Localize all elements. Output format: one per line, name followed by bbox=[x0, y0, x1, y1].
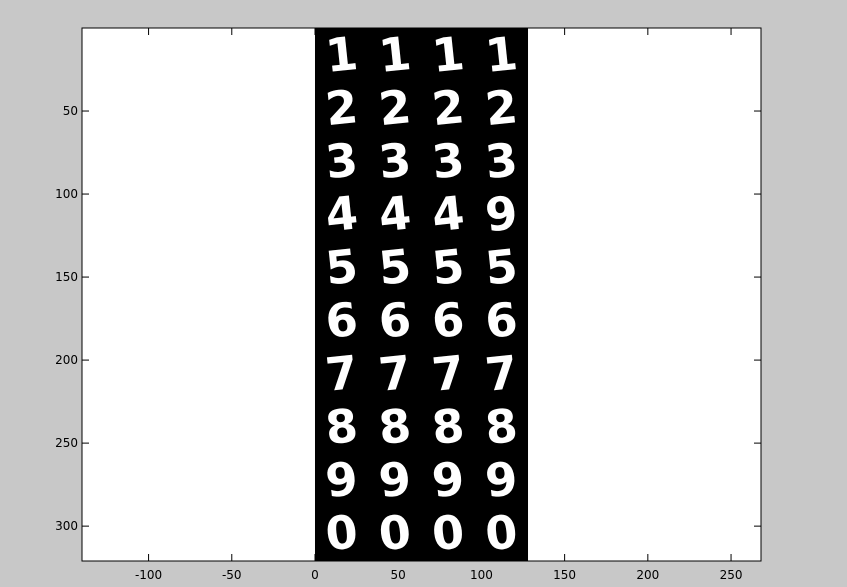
plot-axes[interactable]: 1 1 1 12 2 2 23 3 3 34 4 4 95 5 5 56 6 6 67 7 7 78 8 8 89 9 9 90 0 0 0 bbox=[81, 26, 762, 562]
digit-glyph-r0-c2: 1 bbox=[429, 26, 466, 83]
digit-glyph-r2-c2: 3 bbox=[429, 132, 466, 189]
digit-glyph-r5-c1: 6 bbox=[376, 292, 413, 349]
digit-glyph-r9-c1: 0 bbox=[376, 504, 413, 561]
digit-glyph-r8-c1: 9 bbox=[376, 451, 413, 508]
digit-glyph-r2-c3: 3 bbox=[483, 132, 520, 189]
digit-glyph-r4-c3: 5 bbox=[483, 239, 520, 296]
digit-glyph-r4-c1: 5 bbox=[376, 239, 413, 296]
y-tick-label: 100 bbox=[55, 187, 78, 201]
digit-glyph-r2-c1: 3 bbox=[376, 132, 413, 189]
image-background bbox=[314, 28, 529, 561]
digit-glyph-r4-c2: 5 bbox=[429, 239, 466, 296]
x-tick-labels: -100 -50 0 50 100 150 200 250 bbox=[135, 568, 743, 582]
digit-glyph-r4-c0: 5 bbox=[323, 239, 360, 296]
digit-glyph-r6-c1: 7 bbox=[376, 345, 413, 402]
x-tick-label: 50 bbox=[391, 568, 406, 582]
digit-glyph-r6-c3: 7 bbox=[483, 345, 520, 402]
axes-frame bbox=[81, 27, 762, 562]
digit-glyph-r9-c0: 0 bbox=[323, 504, 360, 561]
digit-glyph-r8-c3: 9 bbox=[483, 451, 520, 508]
digit-glyph-r3-c0: 4 bbox=[323, 185, 360, 242]
axis-ticks bbox=[82, 28, 761, 561]
x-tick-label: 200 bbox=[636, 568, 659, 582]
digit-glyph-r0-c3: 1 bbox=[483, 26, 520, 83]
digit-glyph-r7-c0: 8 bbox=[323, 398, 360, 455]
digit-glyph-r0-c1: 1 bbox=[376, 26, 413, 83]
y-tick-label: 50 bbox=[63, 104, 78, 118]
digit-glyph-r0-c0: 1 bbox=[323, 26, 360, 83]
digit-glyph-r3-c2: 4 bbox=[429, 185, 466, 242]
y-tick-label: 200 bbox=[55, 353, 78, 367]
x-tick-label: 100 bbox=[470, 568, 493, 582]
x-tick-label: 150 bbox=[553, 568, 576, 582]
digit-glyph-r7-c2: 8 bbox=[429, 398, 466, 455]
digit-glyph-r1-c1: 2 bbox=[376, 79, 413, 136]
digit-glyph-r2-c0: 3 bbox=[323, 132, 360, 189]
x-tick-label: 0 bbox=[311, 568, 319, 582]
x-tick-label: -50 bbox=[222, 568, 242, 582]
digit-glyph-r9-c3: 0 bbox=[483, 504, 520, 561]
x-tick-label: -100 bbox=[135, 568, 162, 582]
y-tick-labels: 50 100 150 200 250 300 bbox=[55, 104, 78, 533]
digit-glyph-r9-c2: 0 bbox=[429, 504, 466, 561]
digit-glyph-r8-c2: 9 bbox=[429, 451, 466, 508]
y-tick-label: 300 bbox=[55, 519, 78, 533]
y-tick-label: 250 bbox=[55, 436, 78, 450]
digit-glyph-r1-c0: 2 bbox=[323, 79, 360, 136]
digit-image: 1 1 1 12 2 2 23 3 3 34 4 4 95 5 5 56 6 6 67 7 7 78 8 8 89 9 9 90 0 0 0 bbox=[314, 26, 529, 561]
y-tick-label: 150 bbox=[55, 270, 78, 284]
digit-glyph-r7-c1: 8 bbox=[376, 398, 413, 455]
digit-glyph-r5-c0: 6 bbox=[323, 292, 360, 349]
digit-glyph-r3-c3: 9 bbox=[483, 185, 520, 242]
digit-glyph-r1-c2: 2 bbox=[429, 79, 466, 136]
digit-glyph-r6-c2: 7 bbox=[429, 345, 466, 402]
digit-glyph-r3-c1: 4 bbox=[376, 185, 413, 242]
x-tick-label: 250 bbox=[720, 568, 743, 582]
digit-glyph-r5-c2: 6 bbox=[429, 292, 466, 349]
digit-glyph-r5-c3: 6 bbox=[483, 292, 520, 349]
digit-glyph-r7-c3: 8 bbox=[483, 398, 520, 455]
digit-glyph-r1-c3: 2 bbox=[483, 79, 520, 136]
digit-glyph-r8-c0: 9 bbox=[323, 451, 360, 508]
digit-glyph-r6-c0: 7 bbox=[323, 345, 360, 402]
